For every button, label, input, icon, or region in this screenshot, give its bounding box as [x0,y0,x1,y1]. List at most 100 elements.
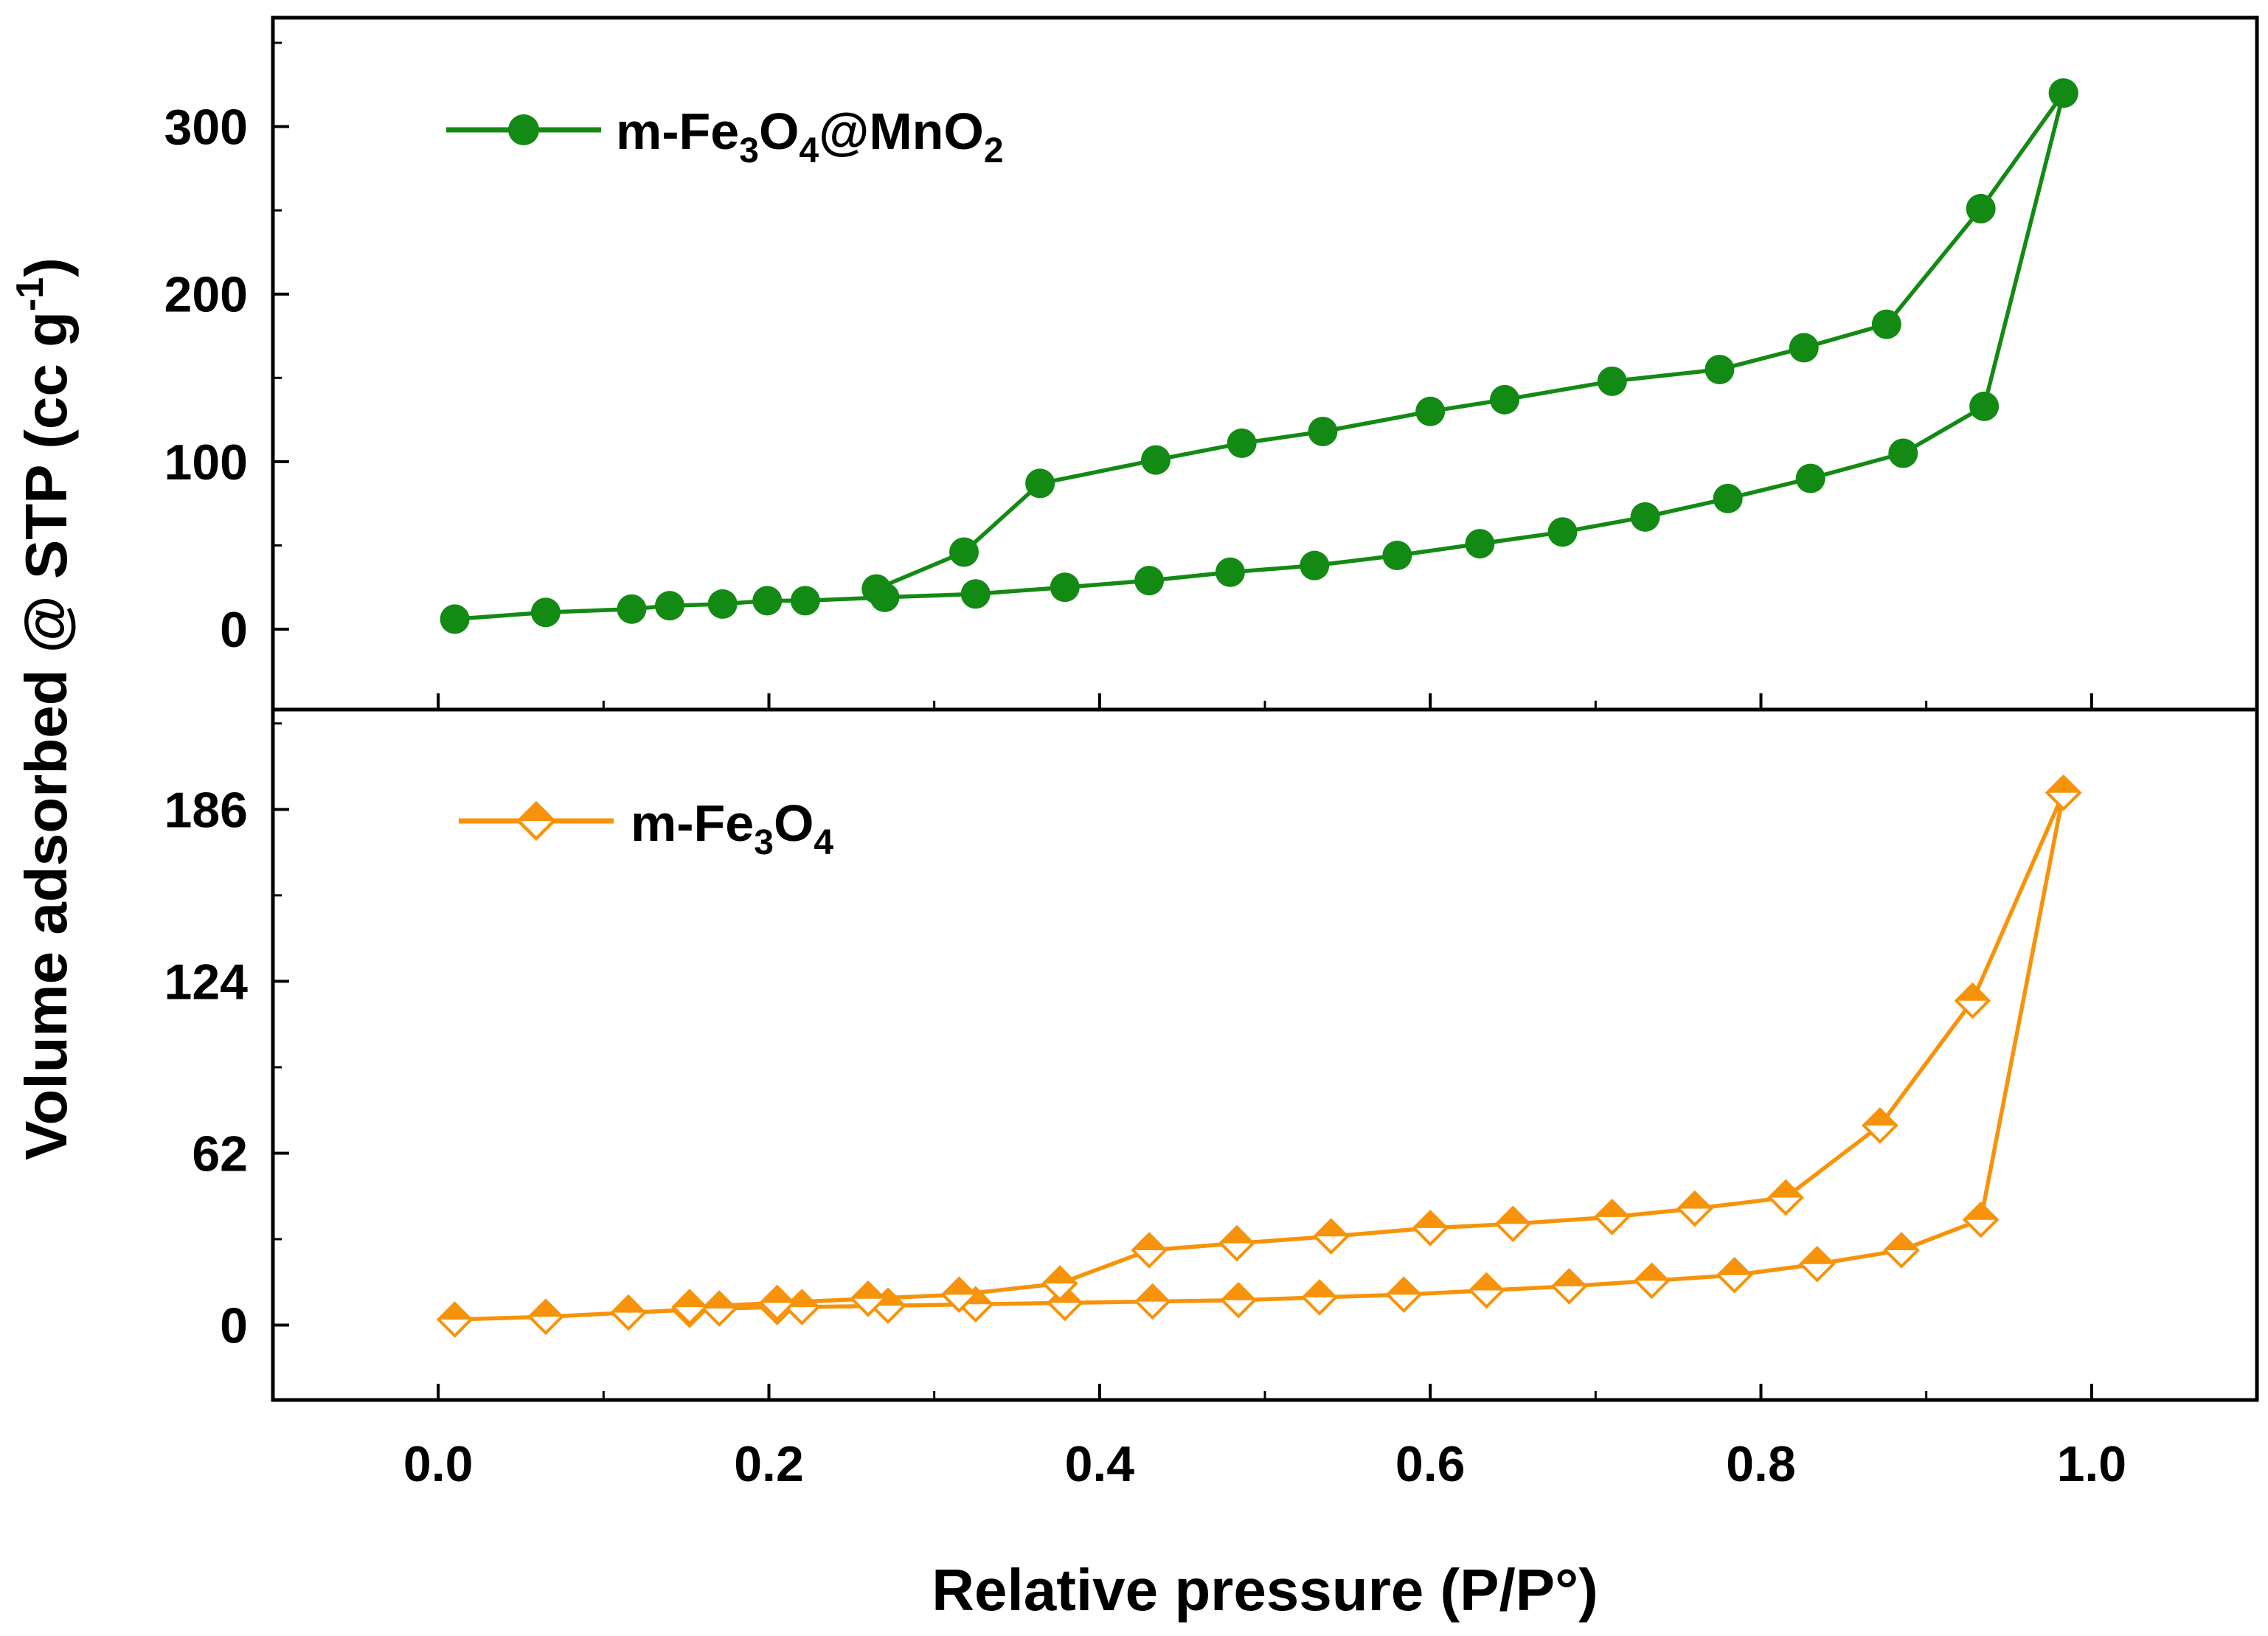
data-point [1312,1218,1350,1255]
data-point [1382,541,1412,571]
x-tick-label: 0.0 [403,1436,474,1492]
data-point [440,604,470,634]
data-point [1220,1281,1257,1319]
legend-top: m-Fe3O4@MnO2 [446,103,1004,170]
series-line [454,92,2066,622]
data-point [1041,1265,1078,1302]
bottom-panel-frame [271,707,2259,1402]
data-point [1412,1210,1449,1247]
data-point [1862,1107,1898,1144]
x-axis-title: Relative pressure (P/P°) [932,1557,1598,1623]
data-point [790,586,820,616]
data-point [2045,774,2082,811]
data-point [1767,1179,1804,1216]
x-tick-label: 0.4 [1065,1436,1135,1492]
data-point [1633,1262,1671,1300]
y-tick-label: 186 [164,782,248,838]
legend-bottom-label: m-Fe3O4 [631,794,833,862]
data-point [1705,354,1735,384]
data-point [610,1294,647,1331]
y-tick-label: 100 [164,434,248,491]
data-point [1301,1279,1338,1316]
data-point [1716,1256,1753,1294]
data-point [1218,1224,1255,1262]
data-point [436,1301,474,1338]
data-point [1490,384,1520,415]
data-point [1954,982,1991,1019]
x-tick-label: 0.6 [1395,1436,1466,1492]
data-point [1871,309,1901,339]
data-point [617,594,647,624]
x-tick-label: 0.2 [734,1436,804,1492]
series-fe3o4-mno2-desorption [861,78,2078,604]
legend-bottom-marker [516,800,557,842]
data-point [1141,445,1171,475]
data-point [1550,1268,1588,1305]
data-point [1215,557,1245,587]
data-point [530,597,561,628]
data-point [2048,78,2078,108]
data-point [1227,428,1257,458]
data-point [1385,1276,1423,1314]
data-point [752,586,783,616]
data-point [949,537,979,567]
data-point [1593,1199,1631,1235]
data-point [527,1298,564,1336]
data-point [1547,517,1578,547]
series-fe3o4-desorption [671,774,2082,1325]
data-point [1630,502,1660,532]
data-point [707,589,738,619]
data-point [1134,566,1165,596]
data-point [1465,529,1495,559]
data-point [850,1280,887,1317]
series-fe3o4-mno2-adsorption [440,78,2078,634]
data-point [861,574,892,604]
data-point [1300,550,1330,580]
data-point [1966,193,1996,223]
x-tick-label: 0.8 [1726,1436,1796,1492]
data-point [1795,463,1825,493]
data-point [1888,438,1918,468]
legend-top-marker [508,114,539,145]
data-point [1131,1232,1168,1269]
data-point [960,579,991,609]
data-point [1494,1205,1532,1243]
data-point [1468,1272,1505,1309]
data-series [436,78,2082,1338]
series-line [689,791,2066,1309]
top-panel-frame [271,15,2259,712]
data-point [701,1290,738,1327]
y-tick-label: 62 [192,1126,248,1182]
data-point [1308,416,1338,446]
x-tick-label: 1.0 [2057,1436,2127,1492]
y-axis-title: Volume adsorbed @ STP (cc g-1) [9,257,79,1160]
series-line [875,91,2065,592]
data-point [1415,396,1446,426]
data-point [671,1289,708,1325]
data-point [1883,1232,1920,1269]
data-point [1134,1283,1171,1320]
data-point [758,1284,796,1322]
legend-bottom: m-Fe3O4 [459,794,833,862]
y-tick-label: 124 [164,954,249,1010]
series-fe3o4-adsorption [436,774,2082,1338]
data-point [1713,483,1743,513]
y-tick-label: 0 [220,602,248,658]
data-point [1050,572,1080,603]
data-point [1969,391,2000,421]
data-point [1789,333,1819,363]
data-point [1676,1190,1713,1227]
legend-top-label: m-Fe3O4@MnO2 [616,103,1004,170]
data-point [1798,1245,1836,1283]
data-point [655,591,684,621]
data-point [1597,366,1627,396]
y-tick-label: 300 [164,100,248,156]
data-point [940,1276,978,1314]
axis-tick-labels: 0.0 0.2 0.4 0.6 0.8 1.0 0 100 200 300 0 62 124 186 [164,100,2127,1492]
data-point [1025,468,1055,499]
axis-ticks [273,41,2093,1400]
y-tick-label: 200 [164,267,248,323]
data-point [1962,1201,2000,1238]
y-tick-label: 0 [220,1298,248,1354]
